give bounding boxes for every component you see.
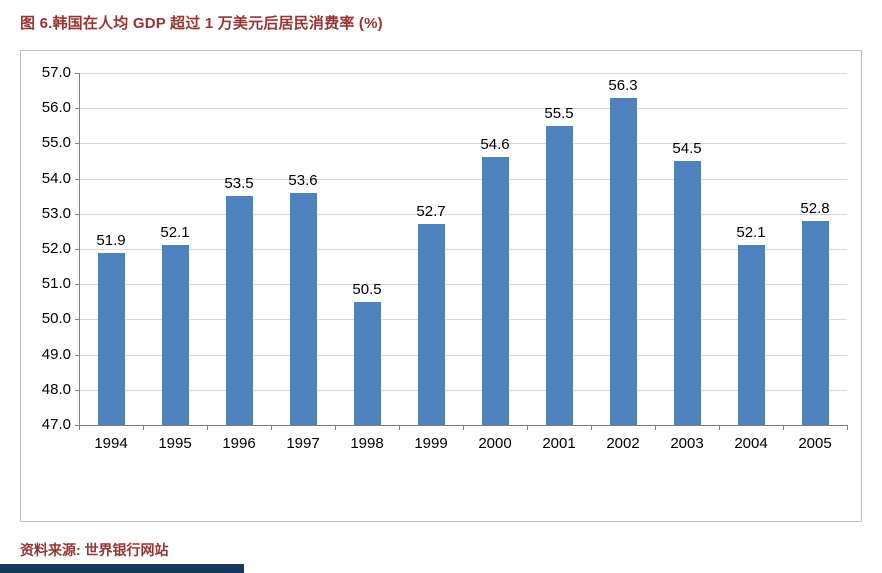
y-axis-line: [79, 73, 80, 425]
gridline: [79, 284, 847, 286]
y-axis-tick-mark: [75, 108, 79, 110]
bar-2002: [609, 97, 637, 425]
bar-chart: 47.0 48.0 49.0 50.0 51.0 52.0 53.0 54.0 55.0 56.0…: [20, 50, 862, 522]
bar-1998: [353, 301, 381, 425]
gridline: [79, 389, 847, 391]
x-axis-tick-label: 2002: [606, 435, 640, 452]
bar-value-label: 50.5: [352, 280, 382, 298]
bar-2000: [481, 157, 509, 425]
gridline: [79, 178, 847, 180]
bar-value-label: 54.6: [480, 136, 510, 154]
y-axis-tick-label: 48.0: [41, 380, 71, 398]
x-axis-tick-mark: [783, 425, 784, 430]
y-axis-tick-label: 53.0: [41, 204, 71, 222]
y-axis-tick-mark: [75, 143, 79, 145]
x-axis-tick-label: 1995: [158, 435, 192, 452]
bar-value-label: 56.3: [608, 76, 638, 94]
x-axis-tick-mark: [655, 425, 656, 430]
x-axis-tick-label: 1997: [286, 435, 320, 452]
bar-value-label: 52.8: [800, 199, 830, 217]
bar-1997: [289, 192, 317, 425]
bar-value-label: 52.7: [416, 203, 446, 221]
bar-1994: [97, 252, 125, 425]
bar-1995: [161, 245, 189, 425]
x-axis-tick-label: 2001: [542, 435, 576, 452]
y-axis-tick-label: 47.0: [41, 416, 71, 433]
y-axis-tick-label: 54.0: [41, 169, 71, 187]
y-axis-tick-label: 49.0: [41, 345, 71, 363]
y-axis-tick-mark: [75, 213, 79, 215]
x-axis-tick-label: 1999: [414, 435, 448, 452]
x-axis-tick-mark: [143, 425, 144, 430]
bar-value-label: 55.5: [544, 104, 574, 122]
x-axis-tick-label: 1998: [350, 435, 384, 452]
y-axis-tick-mark: [75, 319, 79, 321]
x-axis-tick-label: 2005: [798, 435, 832, 452]
x-axis-tick-label: 2000: [478, 435, 512, 452]
y-axis-tick-mark: [75, 425, 79, 426]
gridline: [79, 319, 847, 321]
x-axis-tick-mark: [847, 425, 848, 430]
gridline: [79, 143, 847, 145]
x-axis-tick-label: 2004: [734, 435, 768, 452]
bar-2003: [673, 161, 701, 425]
y-axis-tick-mark: [75, 249, 79, 250]
y-axis-tick-label: 57.0: [41, 64, 71, 81]
x-axis-tick-mark: [719, 425, 720, 430]
bar-value-label: 54.5: [672, 140, 702, 157]
bar-value-label: 53.5: [224, 175, 254, 193]
gridline: [79, 73, 847, 74]
x-axis-tick-mark: [271, 425, 272, 430]
x-axis-tick-mark: [591, 425, 592, 430]
y-axis-tick-label: 56.0: [41, 99, 71, 117]
bar-2001: [545, 125, 573, 425]
x-axis-tick-label: 1994: [94, 435, 128, 452]
bar-value-label: 52.1: [736, 224, 766, 242]
bar-1999: [417, 224, 445, 425]
gridline: [79, 108, 847, 110]
gridline: [79, 213, 847, 215]
y-axis-tick-label: 50.0: [41, 310, 71, 328]
bar-2005: [801, 220, 829, 425]
y-axis-tick-label: 51.0: [41, 275, 71, 293]
gridline: [79, 354, 847, 356]
y-axis-tick-mark: [75, 389, 79, 391]
x-axis-tick-label: 1996: [222, 435, 256, 452]
chart-title: 图 6.韩国在人均 GDP 超过 1 万美元后居民消费率 (%): [20, 15, 383, 32]
bar-value-label: 51.9: [96, 231, 126, 249]
gridline: [79, 249, 847, 250]
bar-2004: [737, 245, 765, 425]
y-axis-tick-mark: [75, 354, 79, 356]
x-axis-tick-mark: [207, 425, 208, 430]
bar-1996: [225, 196, 253, 425]
y-axis-tick-label: 55.0: [41, 134, 71, 152]
footer-bar: [0, 564, 244, 573]
x-axis-tick-mark: [79, 425, 80, 430]
x-axis-tick-mark: [399, 425, 400, 430]
bar-value-label: 53.6: [288, 171, 318, 189]
y-axis-tick-mark: [75, 73, 79, 74]
y-axis-tick-label: 52.0: [41, 240, 71, 257]
x-axis-tick-mark: [335, 425, 336, 430]
y-axis-tick-mark: [75, 284, 79, 286]
bar-value-label: 52.1: [160, 224, 190, 242]
x-axis-tick-label: 2003: [670, 435, 704, 452]
y-axis-tick-mark: [75, 178, 79, 180]
source-text: 资料来源: 世界银行网站: [20, 542, 169, 558]
x-axis-tick-mark: [527, 425, 528, 430]
x-axis-tick-mark: [463, 425, 464, 430]
